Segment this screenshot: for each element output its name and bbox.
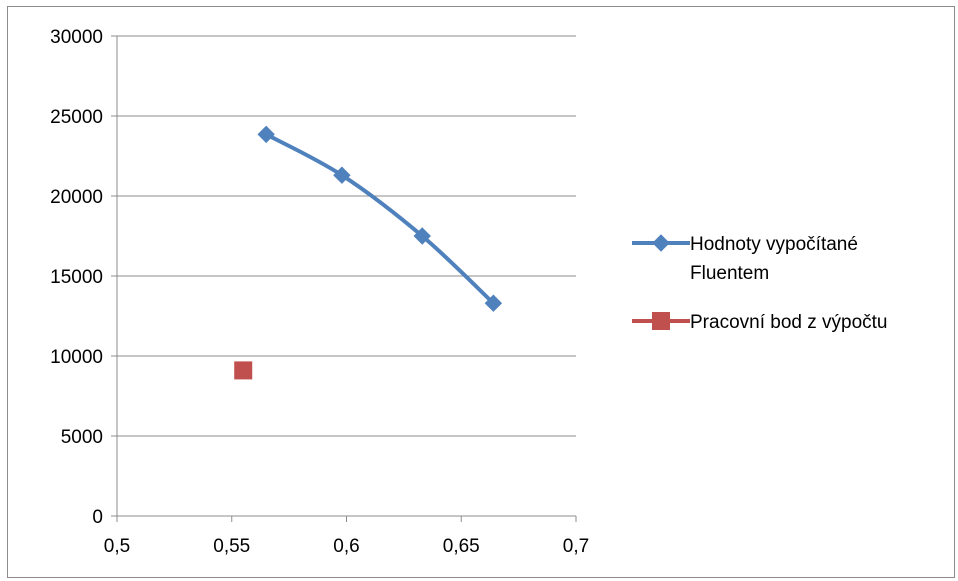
y-tick-label: 15000 [50,267,103,288]
data-point-square [234,361,253,380]
x-tick-label: 0,7 [563,536,589,557]
legend: Hodnoty vypočítané Fluentem Pracovní bod z… [632,234,888,333]
y-tick-label: 30000 [50,27,103,48]
data-point-diamond [484,294,503,312]
x-tick-label: 0,6 [333,536,359,557]
gridlines [117,35,576,437]
data-point-diamond [413,227,431,245]
legend-label-0: Hodnoty vypočítané [690,234,858,255]
legend-label-0: Fluentem [690,263,769,284]
x-tick-label: 0,5 [104,536,130,557]
axes [111,35,577,522]
y-tick-label: 10000 [50,347,103,368]
data-point-diamond [333,166,351,184]
legend-marker-diamond [652,234,670,252]
y-tick-label: 0 [92,507,103,528]
y-tick-label: 20000 [50,187,103,208]
plot-area [234,125,503,380]
x-axis-tick-labels: 0,5 0,55 0,6 0,65 0,7 [104,536,589,557]
data-point-diamond [257,125,275,144]
legend-marker-square [652,312,670,330]
x-tick-label: 0,55 [213,536,250,557]
series-line-0 [264,132,496,306]
y-axis-tick-labels: 0 5000 10000 15000 20000 25000 30000 [50,27,103,528]
y-tick-label: 5000 [61,427,103,448]
y-tick-label: 25000 [50,107,103,128]
legend-label-1: Pracovní bod z výpočtu [690,312,888,333]
x-tick-label: 0,65 [443,536,480,557]
